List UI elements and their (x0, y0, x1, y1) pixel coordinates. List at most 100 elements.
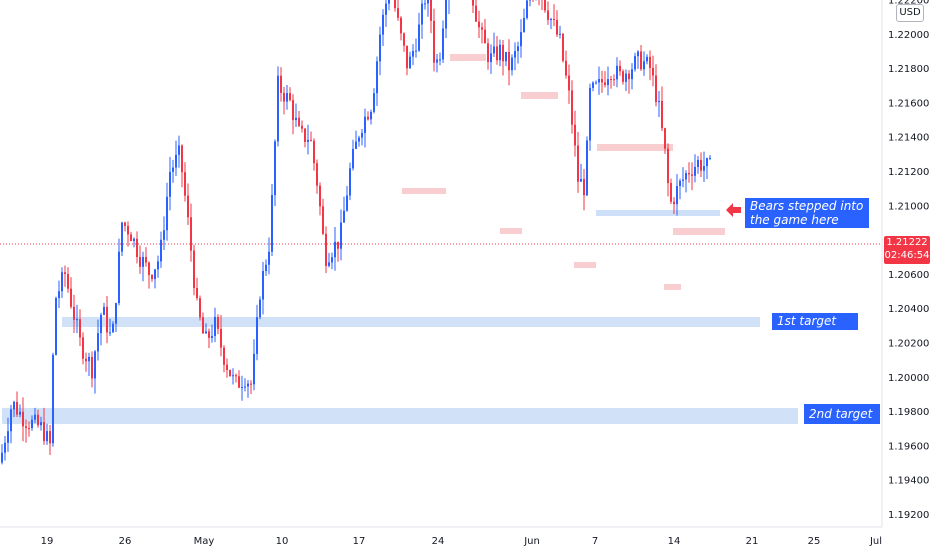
candle-body-157 (472, 0, 474, 6)
candle-body-139 (418, 24, 420, 51)
candle-body-36 (109, 332, 111, 334)
candle-body-71 (214, 316, 216, 336)
candle-body-72 (217, 316, 219, 329)
y-tick-label-1: 1.19400 (888, 476, 929, 487)
candle-body-61 (184, 172, 186, 196)
x-tick-label-5: 24 (432, 536, 445, 547)
candle-body-175 (526, 0, 528, 18)
highlight-marker-2 (597, 144, 673, 151)
x-tick-label-2: May (194, 536, 215, 547)
candle-body-126 (379, 34, 381, 62)
candle-body-111 (334, 241, 336, 258)
annotation-1st-target[interactable]: 1st target (772, 313, 858, 330)
candle-body-109 (328, 262, 330, 266)
candle-body-197 (592, 82, 594, 88)
candle-body-215 (646, 56, 648, 62)
candle-body-75 (226, 364, 228, 370)
highlight-marker-6 (574, 262, 596, 268)
candle-body-223 (670, 183, 672, 202)
candle-body-210 (631, 69, 633, 80)
candle-body-148 (445, 0, 447, 29)
candle-body-161 (484, 29, 486, 44)
candle-body-9 (28, 427, 30, 429)
candle-body-236 (709, 157, 711, 159)
candle-body-77 (232, 375, 234, 377)
y-tick-label-11: 1.21400 (888, 133, 929, 144)
candle-body-135 (406, 45, 408, 69)
candle-body-96 (289, 93, 291, 101)
candle-body-74 (223, 347, 225, 365)
candle-body-37 (112, 323, 114, 333)
candle-body-131 (394, 0, 396, 9)
candle-body-66 (199, 298, 201, 318)
candle-body-99 (298, 117, 300, 126)
candle-body-84 (253, 353, 255, 385)
candle-body-92 (277, 75, 279, 142)
candle-body-225 (676, 186, 678, 205)
candle-body-221 (664, 128, 666, 149)
candle-body-63 (190, 217, 192, 251)
candle-body-70 (211, 335, 213, 338)
candle-body-68 (205, 331, 207, 334)
candle-body-82 (247, 383, 249, 387)
candle-body-108 (325, 233, 327, 266)
candle-body-50 (151, 275, 153, 280)
candle-body-60 (181, 145, 183, 173)
highlight-marker-1 (521, 92, 558, 99)
candle-body-102 (307, 139, 309, 142)
candle-body-204 (613, 79, 615, 81)
candle-body-20 (61, 272, 63, 292)
y-tick-label-6: 1.20400 (888, 304, 929, 315)
candle-body-159 (478, 21, 480, 28)
candle-body-14 (43, 422, 45, 442)
candle-body-17 (52, 354, 54, 444)
candle-body-42 (127, 225, 129, 235)
candle-body-35 (106, 306, 108, 333)
candle-body-164 (493, 46, 495, 54)
y-tick-label-14: 1.22000 (888, 30, 929, 41)
candle-body-116 (349, 168, 351, 196)
candle-body-28 (85, 358, 87, 362)
x-tick-label-7: 7 (592, 536, 598, 547)
candle-body-198 (595, 82, 597, 84)
candle-body-110 (331, 257, 333, 263)
candle-body-7 (22, 411, 24, 427)
candle-body-41 (124, 222, 126, 226)
highlight-marker-0 (450, 54, 486, 61)
candle-body-13 (40, 422, 42, 426)
candle-body-207 (622, 71, 624, 82)
candle-body-122 (367, 116, 369, 120)
candle-body-73 (220, 328, 222, 348)
candle-body-169 (508, 51, 510, 71)
y-tick-label-9: 1.21000 (888, 201, 929, 212)
candle-body-212 (637, 51, 639, 57)
annotation-bears[interactable]: Bears stepped into the game here (745, 198, 869, 228)
candle-body-87 (262, 271, 264, 300)
candle-body-104 (313, 140, 315, 164)
candle-body-224 (673, 201, 675, 205)
candle-body-43 (130, 234, 132, 242)
candle-body-185 (556, 19, 558, 35)
candle-body-227 (682, 179, 684, 181)
candle-body-234 (703, 166, 705, 171)
candle-body-194 (583, 179, 585, 196)
candle-body-206 (619, 65, 621, 72)
candle-body-19 (58, 291, 60, 299)
currency-badge[interactable]: USD (896, 4, 924, 22)
highlight-marker-4 (402, 188, 446, 194)
candle-body-105 (316, 163, 318, 186)
x-tick-label-10: 25 (808, 536, 821, 547)
candle-body-203 (610, 79, 612, 81)
candle-body-184 (553, 19, 555, 21)
candle-body-216 (649, 56, 651, 68)
candle-body-232 (697, 159, 699, 167)
candle-body-107 (322, 206, 324, 234)
candle-body-27 (82, 337, 84, 359)
candle-body-137 (412, 51, 414, 57)
annotation-2nd-target[interactable]: 2nd target (804, 404, 880, 424)
y-tick-label-2: 1.19600 (888, 441, 929, 452)
candle-body-174 (523, 17, 525, 33)
candle-body-65 (196, 288, 198, 299)
candle-body-16 (49, 431, 51, 444)
